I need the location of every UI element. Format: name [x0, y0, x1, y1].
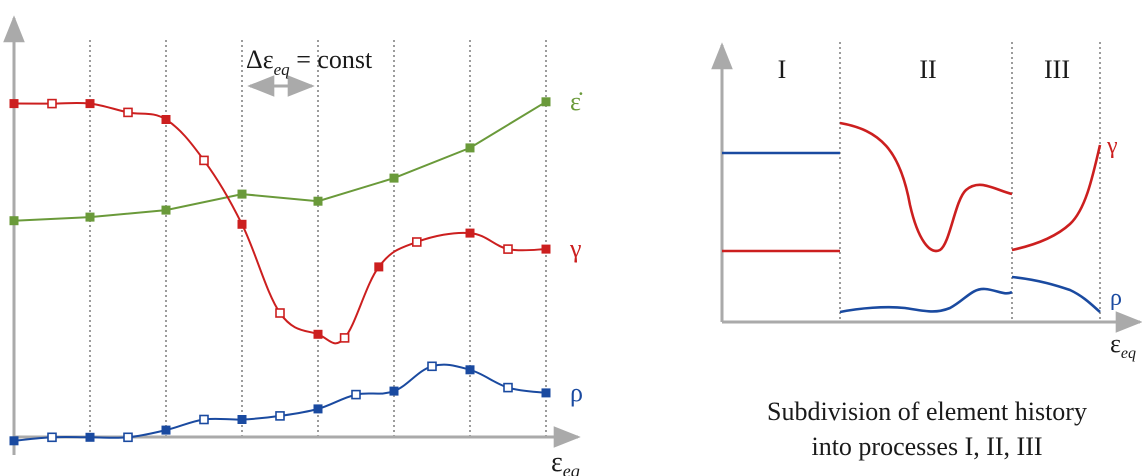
point-gamma-3	[123, 107, 133, 118]
right-x-axis-symbol: ε	[1110, 329, 1121, 358]
caption-line-2: into processes I, II, III	[811, 432, 1042, 461]
gamma-process-2	[839, 121, 1013, 253]
delta-label-suffix: = const	[290, 45, 373, 74]
gamma-process-3	[1011, 144, 1102, 252]
label-epsdot: ε̇	[570, 87, 583, 116]
point-epsdot-4	[313, 196, 323, 206]
point-epsdot-1	[85, 212, 95, 222]
point-gamma-9	[339, 333, 350, 343]
point-gamma-5	[199, 155, 209, 166]
point-rho-6	[237, 415, 247, 424]
process-label-3: III	[1044, 55, 1070, 84]
point-epsdot-2	[161, 205, 171, 215]
rho-process-3	[1011, 275, 1101, 313]
left-curves	[9, 97, 551, 446]
point-epsdot-5	[389, 173, 399, 183]
right-gamma-label: γ	[1106, 133, 1118, 159]
curve-gamma	[13, 101, 547, 345]
point-gamma-12	[465, 228, 475, 238]
left-curve-labels: ε̇ γ ρ	[569, 87, 583, 407]
point-epsdot-6	[465, 143, 475, 153]
delta-label-prefix: Δε	[246, 45, 274, 74]
delta-label: Δεeq = const	[246, 45, 373, 79]
left-x-axis-symbol: ε	[551, 447, 563, 476]
left-x-axis-subscript: eq	[563, 461, 580, 476]
point-rho-0	[9, 436, 19, 446]
point-gamma-8	[313, 329, 323, 339]
right-x-axis-subscript: eq	[1121, 345, 1136, 362]
point-rho-8	[313, 404, 323, 414]
point-gamma-1	[47, 98, 57, 109]
point-rho-12	[465, 365, 475, 375]
process-label-1: I	[778, 55, 787, 84]
right-rho-label: ρ	[1110, 285, 1122, 311]
delta-label-subscript: eq	[274, 60, 291, 79]
point-gamma-10	[374, 262, 384, 272]
label-gamma: γ	[569, 234, 582, 263]
right-x-axis-label: εeq	[1110, 329, 1136, 362]
left-gridlines	[89, 40, 547, 437]
point-rho-1	[47, 432, 57, 443]
caption-line-1: Subdivision of element history	[767, 397, 1087, 426]
point-gamma-6	[237, 219, 247, 229]
point-gamma-14	[541, 244, 551, 254]
point-rho-4	[161, 425, 171, 435]
point-rho-7	[275, 411, 285, 421]
point-rho-9	[351, 389, 361, 400]
process-label-2: II	[919, 55, 936, 84]
point-rho-14	[541, 388, 551, 398]
curve-rho	[13, 363, 547, 442]
point-rho-13	[503, 382, 513, 393]
point-epsdot-0	[9, 216, 19, 226]
label-rho: ρ	[570, 378, 583, 407]
rho-process-2	[839, 287, 1013, 314]
left-diagram: Δεeq = const ε̇γρ εeq	[3, 15, 583, 476]
point-gamma-4	[161, 115, 171, 124]
curve-epsdot	[13, 100, 547, 222]
point-rho-10	[389, 386, 399, 396]
point-epsdot-7	[541, 97, 551, 107]
left-x-axis-label: εeq	[551, 447, 580, 476]
right-diagram: I II III γ ρ εeq Subdivision of element …	[711, 42, 1142, 461]
point-gamma-0	[9, 99, 19, 109]
point-gamma-13	[503, 244, 513, 254]
point-epsdot-3	[237, 189, 247, 199]
point-gamma-11	[411, 237, 422, 247]
point-gamma-7	[275, 308, 285, 318]
point-rho-2	[85, 432, 95, 442]
point-rho-3	[123, 432, 133, 443]
point-gamma-2	[85, 99, 95, 109]
point-rho-11	[427, 361, 437, 372]
point-rho-5	[199, 414, 209, 425]
